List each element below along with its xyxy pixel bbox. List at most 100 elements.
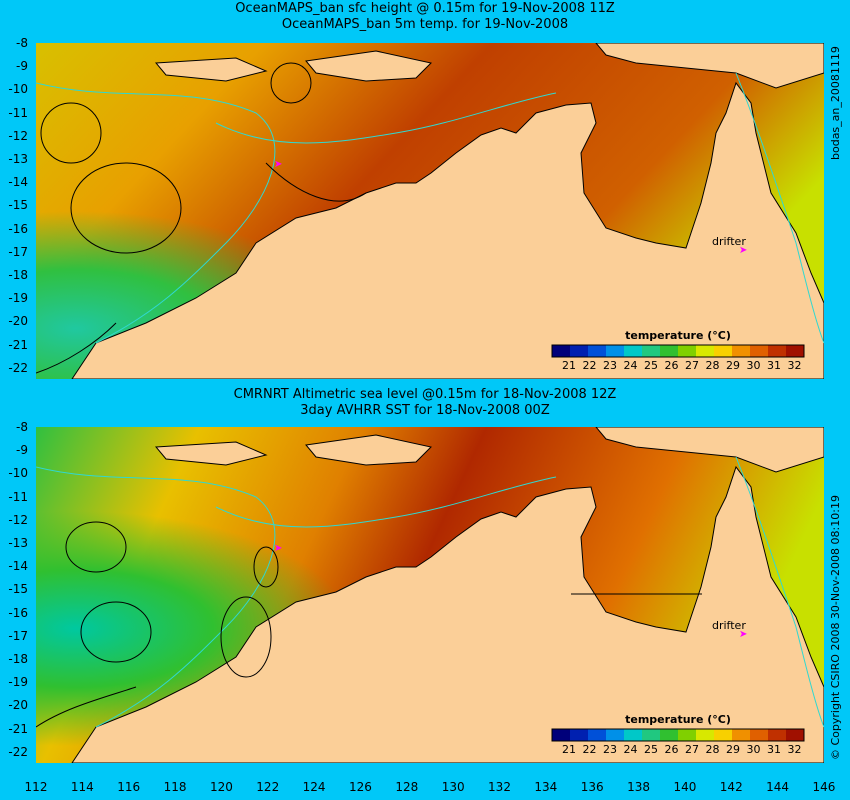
colorbar-title: temperature (°C)	[625, 713, 731, 726]
colorbar-tick-label: 22	[583, 359, 597, 372]
colorbar-tick-label: 26	[665, 359, 679, 372]
x-tick-label: 132	[488, 780, 511, 794]
y-tick-label: -15	[8, 198, 28, 213]
colorbar-swatch	[552, 729, 571, 741]
x-tick-label: 136	[580, 780, 604, 794]
colorbar-tick-label: 21	[562, 743, 576, 756]
australia-land	[71, 465, 824, 763]
colorbar-swatch	[624, 345, 643, 357]
y-tick-label: -20	[8, 698, 28, 713]
colorbar-tick-label: 27	[685, 743, 699, 756]
bathymetry-contours	[36, 456, 824, 728]
y-tick-label: -9	[16, 443, 28, 458]
y-tick-label: -12	[8, 128, 28, 143]
x-tick-label: 118	[163, 780, 187, 794]
y-tick-label: -13	[8, 152, 28, 166]
colorbar-swatch	[552, 345, 571, 357]
y-tick-label: -21	[8, 337, 28, 352]
x-tick-label: 126	[348, 780, 372, 794]
colorbar-swatch	[642, 729, 661, 741]
top-title-line2: OceanMAPS_ban 5m temp. for 19-Nov-2008	[281, 17, 569, 32]
y-tick-label: -10	[8, 82, 28, 97]
bathymetry-contours	[36, 72, 824, 344]
y-tick-label: -13	[8, 536, 28, 550]
colorbar-tick-label: 23	[603, 359, 617, 372]
colorbar-tick-label: 32	[788, 359, 802, 372]
colorbar-swatch	[588, 345, 607, 357]
x-tick-label: 142	[719, 780, 743, 794]
x-tick-label: 124	[302, 780, 326, 794]
colorbar-swatch	[768, 345, 787, 357]
colorbar-swatch	[696, 345, 715, 357]
y-tick-label: -19	[8, 291, 28, 306]
y-tick-label: -17	[8, 244, 28, 259]
y-tick-label: -17	[8, 628, 28, 643]
y-tick-label: -18	[8, 652, 28, 666]
colorbar-tick-label: 27	[685, 359, 699, 372]
y-tick-label: -18	[8, 268, 28, 282]
colorbar-swatch	[786, 729, 805, 741]
colorbar-tick-label: 26	[665, 743, 679, 756]
x-tick-label: 120	[209, 780, 233, 794]
top-side-label: bodas_an_20081119	[829, 46, 842, 160]
drifter-marker: ➤	[739, 629, 747, 640]
y-tick-label: -11	[8, 105, 28, 120]
colorbar-tick-label: 30	[747, 743, 761, 756]
x-tick-label: 138	[627, 780, 650, 794]
colorbar-swatch	[786, 345, 805, 357]
colorbar-tick-label: 29	[726, 743, 740, 756]
australia-land	[71, 81, 824, 379]
y-tick-label: -20	[8, 314, 28, 329]
y-tick-label: -19	[8, 675, 28, 690]
colorbar-tick-label: 21	[562, 359, 576, 372]
ssh-contours	[36, 62, 367, 374]
colorbar-border	[551, 344, 805, 358]
colorbar-tick-label: 30	[747, 359, 761, 372]
bottom-drifter-label: drifter	[712, 619, 746, 632]
colorbar-swatch	[570, 729, 589, 741]
x-tick-label: 134	[534, 780, 558, 794]
ssh-contours	[36, 521, 279, 728]
x-tick-label: 114	[70, 780, 94, 794]
y-tick-label: -8	[16, 420, 28, 434]
colorbar-swatch	[570, 345, 589, 357]
colorbar-tick-label: 23	[603, 743, 617, 756]
x-tick-label: 130	[441, 780, 465, 794]
x-tick-label: 122	[256, 780, 280, 794]
colorbar-swatch	[696, 729, 715, 741]
colorbar-title: temperature (°C)	[625, 329, 731, 342]
timor-island	[305, 434, 433, 466]
bottom-title-line2: 3day AVHRR SST for 18-Nov-2008 00Z	[300, 403, 550, 418]
colorbar-tick-label: 32	[788, 743, 802, 756]
x-tick-label: 116	[117, 780, 141, 794]
colorbar-tick-label: 31	[767, 359, 781, 372]
x-tick-label: 144	[766, 780, 790, 794]
colorbar-tick-label: 25	[644, 359, 658, 372]
colorbar-swatch	[714, 345, 733, 357]
colorbar-swatch	[768, 729, 787, 741]
y-tick-label: -9	[16, 59, 28, 74]
x-tick-label: 128	[395, 780, 419, 794]
y-tick-label: -21	[8, 721, 28, 736]
colorbar-tick-label: 22	[583, 743, 597, 756]
drifter-marker: ➤	[274, 159, 282, 170]
colorbar-tick-label: 28	[706, 743, 720, 756]
colorbar-swatch	[642, 345, 661, 357]
colorbar-tick-label: 24	[624, 743, 638, 756]
bottom-map: ➤ ➤ temperature (°C) 21 22 23 24 25 26 27 28 29 30…	[36, 427, 824, 763]
x-tick-label: 112	[24, 780, 48, 794]
y-tick-label: -14	[8, 559, 28, 574]
drifter-marker: ➤	[274, 543, 282, 554]
flores-island	[154, 441, 268, 466]
colorbar-swatch	[660, 729, 679, 741]
timor-island	[305, 50, 433, 82]
y-tick-label: -8	[16, 36, 28, 50]
colorbar-swatch	[678, 729, 697, 741]
colorbar-swatch	[750, 729, 769, 741]
y-tick-label: -11	[8, 489, 28, 504]
colorbar-border	[551, 728, 805, 742]
top-map: ➤ ➤ temperature (°C) 21 22 23 24 25 26 27 28 29 30…	[36, 43, 824, 379]
drifter-marker: ➤	[739, 245, 747, 256]
colorbar: temperature (°C) 21 22 23 24 25 26 27 28 29 30 31 32	[551, 329, 805, 372]
colorbar-swatch	[606, 729, 625, 741]
